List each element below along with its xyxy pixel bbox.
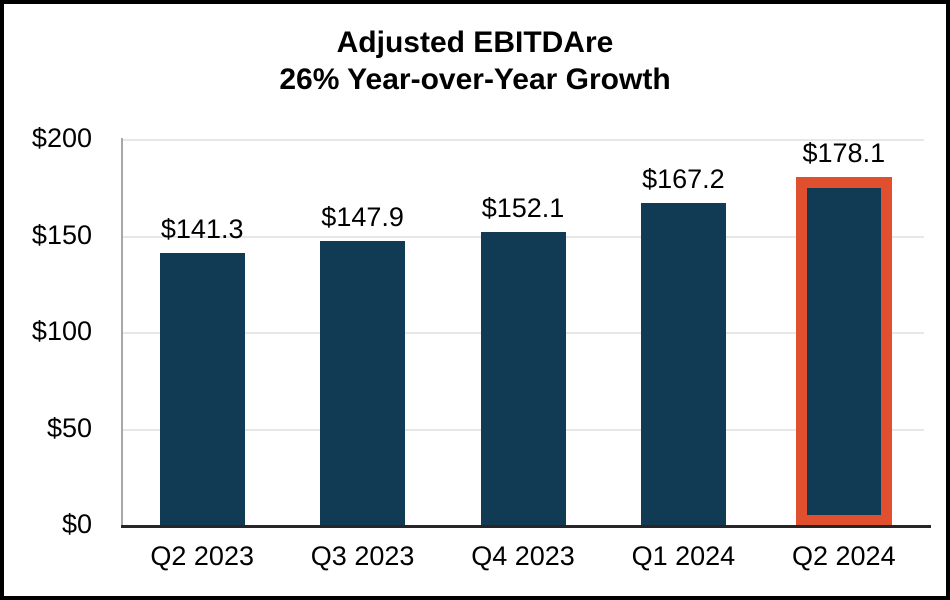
bar-value-label: $152.1 xyxy=(481,193,565,224)
bar-value-label: $178.1 xyxy=(802,137,886,168)
x-axis-tick-label: Q1 2024 xyxy=(631,541,736,571)
bar-value-label: $147.9 xyxy=(321,201,404,232)
y-axis-tick-label: $0 xyxy=(61,509,92,539)
bar xyxy=(640,203,726,526)
bar-value-label: $167.2 xyxy=(642,164,725,195)
bar xyxy=(480,232,566,526)
x-axis-line xyxy=(121,525,931,528)
x-axis-tick-label: Q2 2024 xyxy=(792,541,896,571)
bar-highlighted xyxy=(795,176,892,526)
y-axis-tick-label: $150 xyxy=(31,219,92,250)
bar xyxy=(320,240,406,526)
x-axis-tick-label: Q4 2023 xyxy=(471,541,575,571)
bar xyxy=(159,253,245,526)
y-axis-tick-label: $50 xyxy=(46,412,92,443)
y-axis-tick-label: $100 xyxy=(31,316,92,346)
bar-value-label: $141.3 xyxy=(160,214,244,245)
x-axis-tick-label: Q3 2023 xyxy=(310,541,415,571)
x-axis-tick-label: Q2 2023 xyxy=(150,541,254,571)
y-axis-tick-label: $200 xyxy=(31,123,92,153)
chart-title-line2: 26% Year-over-Year Growth xyxy=(279,63,671,96)
y-axis-line xyxy=(121,138,123,526)
chart-title-line1: Adjusted EBITDAre xyxy=(336,26,614,59)
gridline xyxy=(122,139,924,141)
chart-title: Adjusted EBITDAre 26% Year-over-Year Gro… xyxy=(4,24,946,98)
